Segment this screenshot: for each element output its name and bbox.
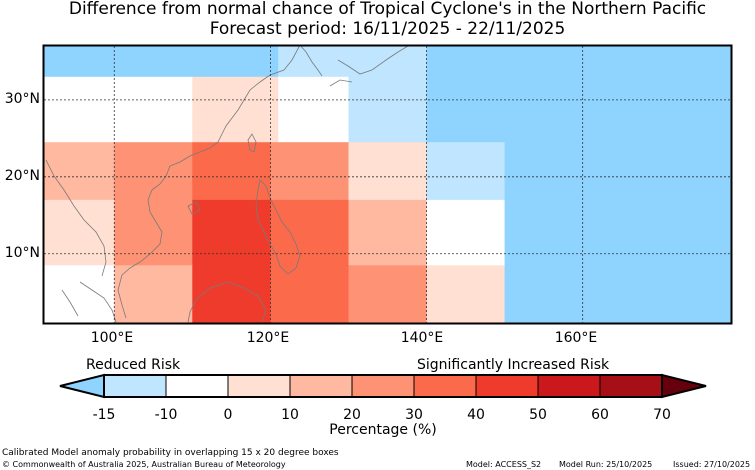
colorbar bbox=[59, 373, 707, 399]
grid-cell bbox=[44, 142, 115, 201]
grid-cell bbox=[348, 76, 428, 143]
grid-cell bbox=[270, 199, 349, 266]
japan-coast bbox=[329, 45, 409, 87]
hainan-coast bbox=[187, 201, 201, 215]
lon-label-100e: 100°E bbox=[90, 330, 134, 346]
grid-cell bbox=[426, 265, 506, 324]
colorbar-arrow-high bbox=[661, 373, 707, 399]
grid-cell bbox=[504, 265, 732, 324]
forecast-period: Forecast period: 16/11/2025 - 22/11/2025 bbox=[209, 19, 566, 39]
colorbar-tick-minus15: -15 bbox=[92, 407, 116, 423]
grid-cell bbox=[114, 199, 193, 266]
grid-cell bbox=[44, 76, 193, 143]
footer-model: Model: ACCESS_S2 bbox=[466, 460, 542, 469]
colorbar-segment bbox=[475, 374, 539, 398]
grid-cell bbox=[348, 265, 428, 324]
footer-copyright: © Commonwealth of Australia 2025, Austra… bbox=[2, 460, 286, 469]
grid-cell bbox=[504, 199, 732, 266]
grid-cell bbox=[426, 76, 732, 143]
footer-model-run: Model Run: 25/10/2025 bbox=[559, 460, 653, 469]
colorbar-segment bbox=[227, 374, 291, 398]
footer-issued: Issued: 27/10/2025 bbox=[673, 460, 751, 469]
colorbar-tick-40: 40 bbox=[467, 407, 485, 423]
grid-cell bbox=[192, 265, 271, 324]
colorbar-tick-70: 70 bbox=[653, 407, 671, 423]
map-title: Difference from normal chance of Tropica… bbox=[68, 0, 707, 19]
grid-cell bbox=[426, 142, 506, 201]
lon-label-120e: 120°E bbox=[246, 330, 290, 346]
grid-cell bbox=[44, 199, 115, 266]
grid-cell bbox=[270, 142, 349, 201]
lat-label-10n: 10°N bbox=[4, 245, 40, 261]
grid-cell bbox=[44, 46, 279, 78]
grid-cell bbox=[192, 199, 271, 266]
colorbar-segment bbox=[537, 374, 601, 398]
colorbar-segment bbox=[351, 374, 415, 398]
korea-coast bbox=[299, 44, 323, 77]
colorbar-tick-30: 30 bbox=[405, 407, 423, 423]
colorbar-tick-0: 0 bbox=[223, 407, 233, 423]
colorbar-segment bbox=[103, 374, 167, 398]
colorbar-tick-minus10: -10 bbox=[154, 407, 178, 423]
grid-cell bbox=[192, 76, 279, 143]
lat-label-30n: 30°N bbox=[4, 91, 40, 107]
colorbar-tick-60: 60 bbox=[591, 407, 609, 423]
grid-cell bbox=[270, 265, 349, 324]
grid-cell bbox=[426, 199, 506, 266]
lat-lon-gridlines bbox=[44, 46, 731, 323]
philippines-coast bbox=[255, 179, 301, 275]
colorbar-border bbox=[103, 374, 663, 398]
borneo-coast bbox=[187, 281, 267, 323]
grid-cell bbox=[114, 142, 193, 201]
grid-cell bbox=[426, 46, 732, 78]
colorbar-segment bbox=[165, 374, 229, 398]
colorbar-tick-20: 20 bbox=[343, 407, 361, 423]
grid-cell bbox=[348, 142, 428, 201]
colorbar-tick-50: 50 bbox=[529, 407, 547, 423]
colorbar-segment bbox=[599, 374, 663, 398]
increased-risk-label: Significantly Increased Risk bbox=[417, 357, 610, 373]
lat-label-20n: 20°N bbox=[4, 168, 40, 184]
colorbar-tick-10: 10 bbox=[281, 407, 299, 423]
colorbar-segment bbox=[289, 374, 353, 398]
coastlines bbox=[45, 44, 409, 323]
grid-cell bbox=[44, 265, 115, 324]
grid-cell bbox=[504, 142, 732, 201]
probability-grid bbox=[44, 46, 732, 324]
footer-note: Calibrated Model anomaly probability in … bbox=[2, 448, 339, 458]
lon-label-160e: 160°E bbox=[554, 330, 598, 346]
colorbar-segment bbox=[413, 374, 477, 398]
colorbar-arrow-low bbox=[59, 373, 105, 399]
grid-cell bbox=[278, 76, 349, 143]
grid-cell bbox=[278, 46, 427, 78]
colorbar-axis-label: Percentage (%) bbox=[329, 422, 437, 438]
malay-coast bbox=[61, 281, 117, 323]
reduced-risk-label: Reduced Risk bbox=[86, 357, 181, 373]
grid-cell bbox=[114, 265, 193, 324]
mainland-asia-coast bbox=[117, 44, 301, 319]
lon-label-140e: 140°E bbox=[400, 330, 444, 346]
indochina-coast bbox=[45, 159, 107, 277]
taiwan-coast bbox=[247, 133, 257, 153]
grid-cell bbox=[348, 199, 428, 266]
map-frame bbox=[42, 44, 733, 325]
grid-cell bbox=[192, 142, 271, 201]
